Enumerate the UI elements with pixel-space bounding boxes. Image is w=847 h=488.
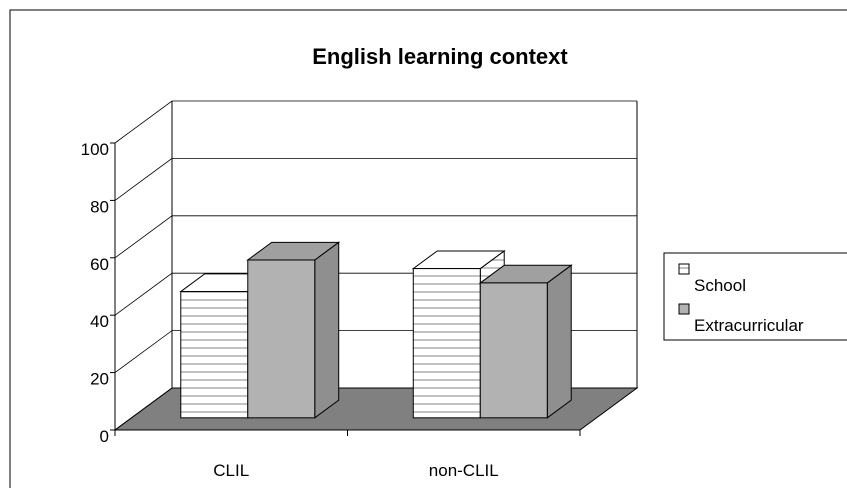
legend-swatch bbox=[678, 263, 690, 275]
grid-line bbox=[114, 157, 637, 201]
bar-front bbox=[247, 259, 316, 419]
legend-box bbox=[663, 252, 847, 341]
y-tick-label: 20 bbox=[90, 370, 109, 389]
y-tick-label: 0 bbox=[100, 427, 109, 446]
grid-line bbox=[114, 100, 637, 144]
legend-label: Extracurricular bbox=[694, 316, 804, 335]
grid-line bbox=[114, 215, 637, 259]
y-tick-label: 60 bbox=[90, 255, 109, 274]
x-tick-label: non-CLIL bbox=[429, 461, 499, 480]
plot-area: 0 20 40 60 80 100 CLIL non-CLIL bbox=[81, 100, 639, 480]
legend-label: School bbox=[694, 276, 746, 295]
bar-front bbox=[412, 268, 481, 419]
bar bbox=[478, 264, 573, 419]
legend: School Extracurricular bbox=[663, 252, 847, 341]
bar-side bbox=[314, 241, 340, 419]
y-tick-label: 80 bbox=[90, 197, 109, 216]
bar-front bbox=[479, 282, 548, 419]
bar-front bbox=[180, 291, 249, 419]
bar bbox=[246, 241, 341, 419]
y-tick-label: 40 bbox=[90, 312, 109, 331]
chart-title: English learning context bbox=[312, 44, 568, 69]
y-tick-label: 100 bbox=[81, 140, 109, 159]
bar-side bbox=[546, 264, 572, 419]
legend-swatch bbox=[678, 303, 690, 315]
x-tick-label: CLIL bbox=[213, 461, 249, 480]
